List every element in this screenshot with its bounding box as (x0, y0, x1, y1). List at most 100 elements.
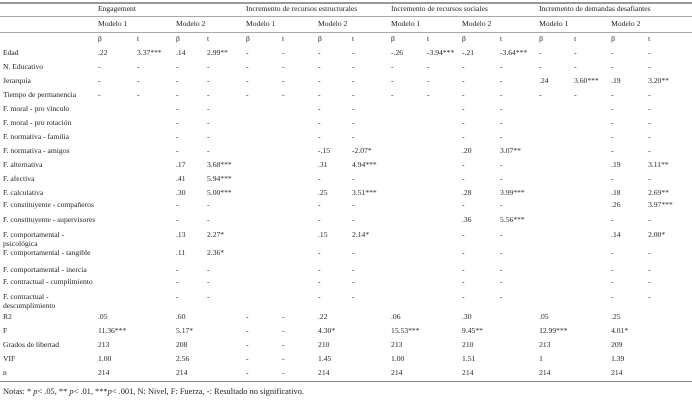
table-cell: - (611, 118, 614, 127)
table-cell: 3.11** (648, 160, 669, 169)
table-cell: 3.37*** (137, 48, 162, 57)
table-cell: 2.27* (207, 230, 225, 239)
table-cell (498, 324, 537, 338)
table-cell (537, 116, 572, 130)
notes-text: Notas: * (3, 387, 34, 396)
table-cell: 3.51*** (352, 188, 377, 197)
row-label: F (3, 326, 8, 336)
table-cell (280, 277, 316, 292)
table-cell (389, 130, 425, 144)
table-cell: - (352, 215, 355, 224)
table-cell (389, 263, 425, 277)
table-cell (244, 158, 280, 172)
model-header: Modelo 1 (389, 16, 461, 33)
table-cell: 2.56 (176, 354, 190, 364)
table-cell: - (207, 62, 210, 71)
table-row: F. moral - pro vínculo - - - - - - - - (0, 102, 692, 116)
table-cell: - (282, 354, 285, 364)
table-cell (350, 310, 389, 324)
table-cell: 214 (174, 366, 205, 383)
table-cell: - (176, 132, 179, 141)
table-cell: - (282, 340, 285, 350)
model-header: Modelo 2 (460, 16, 538, 33)
table-cell (244, 116, 280, 130)
table-cell: - (246, 48, 249, 57)
table-cell: - (648, 248, 651, 258)
table-cell: .05 (539, 312, 549, 322)
table-notes: Notas: * p< .05, ** p< .01, ***p< .001, … (3, 387, 304, 396)
table-cell: 213 (539, 340, 551, 350)
table-cell: - (282, 326, 285, 336)
table-cell (425, 158, 460, 172)
table-cell: - (176, 215, 179, 224)
table-cell: .26 (611, 200, 621, 209)
table-cell (389, 277, 425, 292)
table-cell (96, 215, 135, 230)
table-cell: - (352, 265, 355, 275)
table-cell (350, 338, 389, 352)
table-cell (280, 263, 316, 277)
table-cell: - (648, 62, 651, 71)
table-cell: .06 (391, 312, 401, 322)
table-cell (244, 102, 280, 116)
table-cell: - (611, 277, 614, 287)
table-cell: 214 (96, 366, 135, 383)
table-row: F. contractual - cumplimiento - - - - - - - - (0, 277, 692, 292)
table-cell: - (648, 90, 651, 99)
table-row: Tiempo de permanencia - - - - - - - - - - - - - - - - (0, 88, 692, 102)
table-cell: - (207, 292, 210, 302)
table-cell: - (318, 292, 321, 302)
row-label: F. normativa - familia (3, 132, 70, 141)
table-cell (572, 310, 609, 324)
table-cell: - (462, 174, 465, 183)
table-cell (280, 248, 316, 263)
table-cell: .22 (318, 312, 328, 322)
table-cell: - (574, 48, 577, 57)
table-cell: - (207, 132, 210, 141)
table-cell: .24 (539, 76, 549, 85)
table-cell: - (282, 48, 285, 57)
table-cell (280, 158, 316, 172)
table-cell (425, 338, 460, 352)
table-cell: - (207, 90, 210, 99)
notes-p: p (33, 387, 38, 396)
table-cell: 210 (318, 340, 330, 350)
table-cell (537, 277, 572, 292)
table-cell: - (176, 200, 179, 209)
table-cell: .14 (176, 48, 186, 57)
table-cell: - (462, 230, 465, 239)
table-cell: - (611, 90, 614, 99)
table-cell: - (574, 90, 577, 99)
table-cell (498, 310, 537, 324)
table-cell: 213 (391, 340, 403, 350)
table-cell: -.26 (391, 48, 404, 57)
table-cell (572, 338, 609, 352)
table-cell (96, 292, 135, 310)
beta-header: β (246, 34, 250, 43)
table-cell (96, 102, 135, 116)
table-cell: - (246, 76, 249, 85)
table-cell (537, 292, 572, 310)
row-label: F. afectiva (3, 174, 35, 183)
table-cell (425, 277, 460, 292)
table-cell: - (176, 146, 179, 155)
table-cell: .18 (611, 188, 621, 197)
notes-p: p (69, 387, 74, 396)
table-cell: - (282, 62, 285, 71)
table-cell: .05 (98, 312, 108, 322)
table-cell: .31 (318, 160, 328, 169)
table-cell (244, 200, 280, 215)
table-cell (498, 366, 538, 383)
table-cell: - (352, 118, 355, 127)
table-cell (537, 215, 572, 230)
table-cell: 214 (537, 366, 573, 383)
table-cell (537, 248, 572, 263)
row-label: F. alternativa (3, 160, 43, 169)
table-cell: 5.56*** (500, 215, 525, 224)
table-cell (389, 158, 425, 172)
table-cell: .17 (176, 160, 186, 169)
table-cell (135, 172, 174, 186)
table-cell: - (500, 230, 503, 239)
table-cell (350, 352, 389, 366)
table-cell (498, 352, 537, 366)
